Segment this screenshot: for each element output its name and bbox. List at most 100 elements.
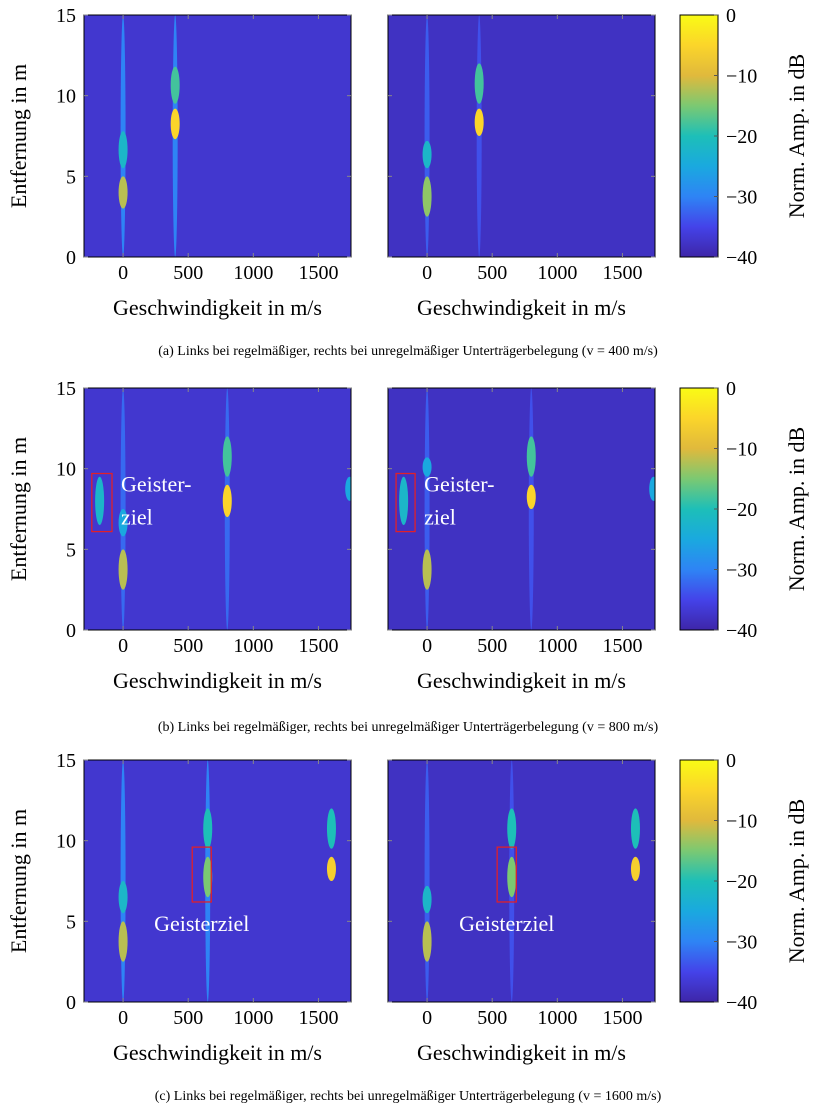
streak <box>326 808 336 849</box>
colorbar <box>679 387 719 631</box>
x-tick-label: 500 <box>173 635 203 657</box>
colorbar <box>679 759 719 1003</box>
colorbar-tick-label: −30 <box>726 187 757 209</box>
colorbar-tick-label: −40 <box>726 992 757 1014</box>
streak <box>422 921 432 962</box>
heatmap-layer <box>118 15 180 257</box>
y-tick-label: 0 <box>66 992 76 1014</box>
streak <box>118 881 128 914</box>
heatmap-background <box>388 760 655 1002</box>
streak <box>95 476 105 526</box>
x-tick-label: 0 <box>118 1007 128 1029</box>
y-tick-label: 10 <box>56 459 76 481</box>
streak <box>649 476 655 501</box>
streak <box>170 66 180 104</box>
streak <box>222 484 232 518</box>
colorbar-tick-label: 0 <box>726 378 736 400</box>
heatmap-layer <box>422 15 484 257</box>
heatmap-layer <box>95 388 351 630</box>
x-tick-label: 0 <box>118 262 128 284</box>
streak <box>422 457 432 477</box>
streak <box>474 108 484 136</box>
x-tick-label: 500 <box>477 635 507 657</box>
annotation-box <box>91 472 113 533</box>
annotation-text: Geisterziel <box>154 911 249 936</box>
annotation-box <box>496 846 517 903</box>
x-tick-label: 1000 <box>233 635 273 657</box>
x-tick-label: 1000 <box>537 635 577 657</box>
streak <box>630 808 640 849</box>
colorbar-label: Norm. Amp. in dB <box>784 54 809 218</box>
plot-frame <box>387 759 656 1003</box>
colorbar-tick-label: −10 <box>726 811 757 833</box>
y-axis-label: Entfernung in m <box>6 64 31 208</box>
colorbar-label: Norm. Amp. in dB <box>784 799 809 963</box>
colorbar-tick-label: −20 <box>726 126 757 148</box>
x-tick-label: 1500 <box>602 635 642 657</box>
colorbar-tick-label: −40 <box>726 247 757 269</box>
x-tick-label: 1000 <box>233 262 273 284</box>
x-tick-label: 1000 <box>537 1007 577 1029</box>
streak <box>118 176 128 209</box>
annotation-text: Geister- <box>121 472 191 497</box>
streak <box>422 176 432 217</box>
streak <box>326 856 336 882</box>
x-axis-label: Geschwindigkeit in m/s <box>417 295 626 320</box>
x-axis-label: Geschwindigkeit in m/s <box>113 295 322 320</box>
x-axis-label: Geschwindigkeit in m/s <box>113 668 322 693</box>
x-tick-label: 1500 <box>602 262 642 284</box>
streak <box>222 436 232 477</box>
streak <box>399 476 409 526</box>
heatmap-layer <box>399 388 655 630</box>
streak <box>118 921 128 962</box>
x-tick-label: 1500 <box>298 635 338 657</box>
x-tick-label: 1000 <box>233 1007 273 1029</box>
streak <box>526 436 536 477</box>
x-tick-label: 0 <box>422 1007 432 1029</box>
colorbar-tick-label: −10 <box>726 66 757 88</box>
x-axis-label: Geschwindigkeit in m/s <box>417 668 626 693</box>
y-tick-label: 5 <box>66 539 76 561</box>
streak <box>424 760 430 1002</box>
colorbar-tick-label: −10 <box>726 439 757 461</box>
streak <box>118 549 128 590</box>
annotation-text: Geister- <box>424 472 494 497</box>
annotation-text: ziel <box>424 505 456 530</box>
annotation-text: Geisterziel <box>459 911 554 936</box>
y-tick-label: 5 <box>66 166 76 188</box>
y-tick-label: 0 <box>66 247 76 269</box>
heatmap-background <box>84 760 351 1002</box>
y-tick-label: 10 <box>56 831 76 853</box>
colorbar-tick-label: −20 <box>726 871 757 893</box>
streak <box>422 549 432 590</box>
y-axis-label: Entfernung in m <box>6 437 31 581</box>
x-tick-label: 500 <box>477 262 507 284</box>
heatmap-background <box>388 388 655 630</box>
streak <box>528 388 534 630</box>
x-tick-label: 1500 <box>602 1007 642 1029</box>
heatmap-background <box>388 15 655 257</box>
y-tick-label: 15 <box>56 378 76 400</box>
annotation-box <box>191 846 212 903</box>
colorbar-tick-label: −40 <box>726 620 757 642</box>
caption: (b) Links bei regelmäßiger, rechts bei u… <box>158 720 659 735</box>
x-tick-label: 1000 <box>537 262 577 284</box>
streak <box>203 808 213 849</box>
colorbar <box>679 14 719 258</box>
streak <box>424 15 430 257</box>
streak <box>526 484 536 509</box>
colorbar-label: Norm. Amp. in dB <box>784 427 809 591</box>
streak <box>120 760 126 1002</box>
streak <box>170 108 180 140</box>
y-tick-label: 0 <box>66 620 76 642</box>
colorbar-tick-label: 0 <box>726 750 736 772</box>
y-tick-label: 15 <box>56 750 76 772</box>
heatmap-background <box>84 15 351 257</box>
caption: (a) Links bei regelmäßiger, rechts bei u… <box>158 344 658 359</box>
colorbar-tick-label: −20 <box>726 499 757 521</box>
x-tick-label: 0 <box>422 635 432 657</box>
streak <box>203 856 213 898</box>
x-axis-label: Geschwindigkeit in m/s <box>417 1040 626 1065</box>
streak <box>118 131 128 169</box>
